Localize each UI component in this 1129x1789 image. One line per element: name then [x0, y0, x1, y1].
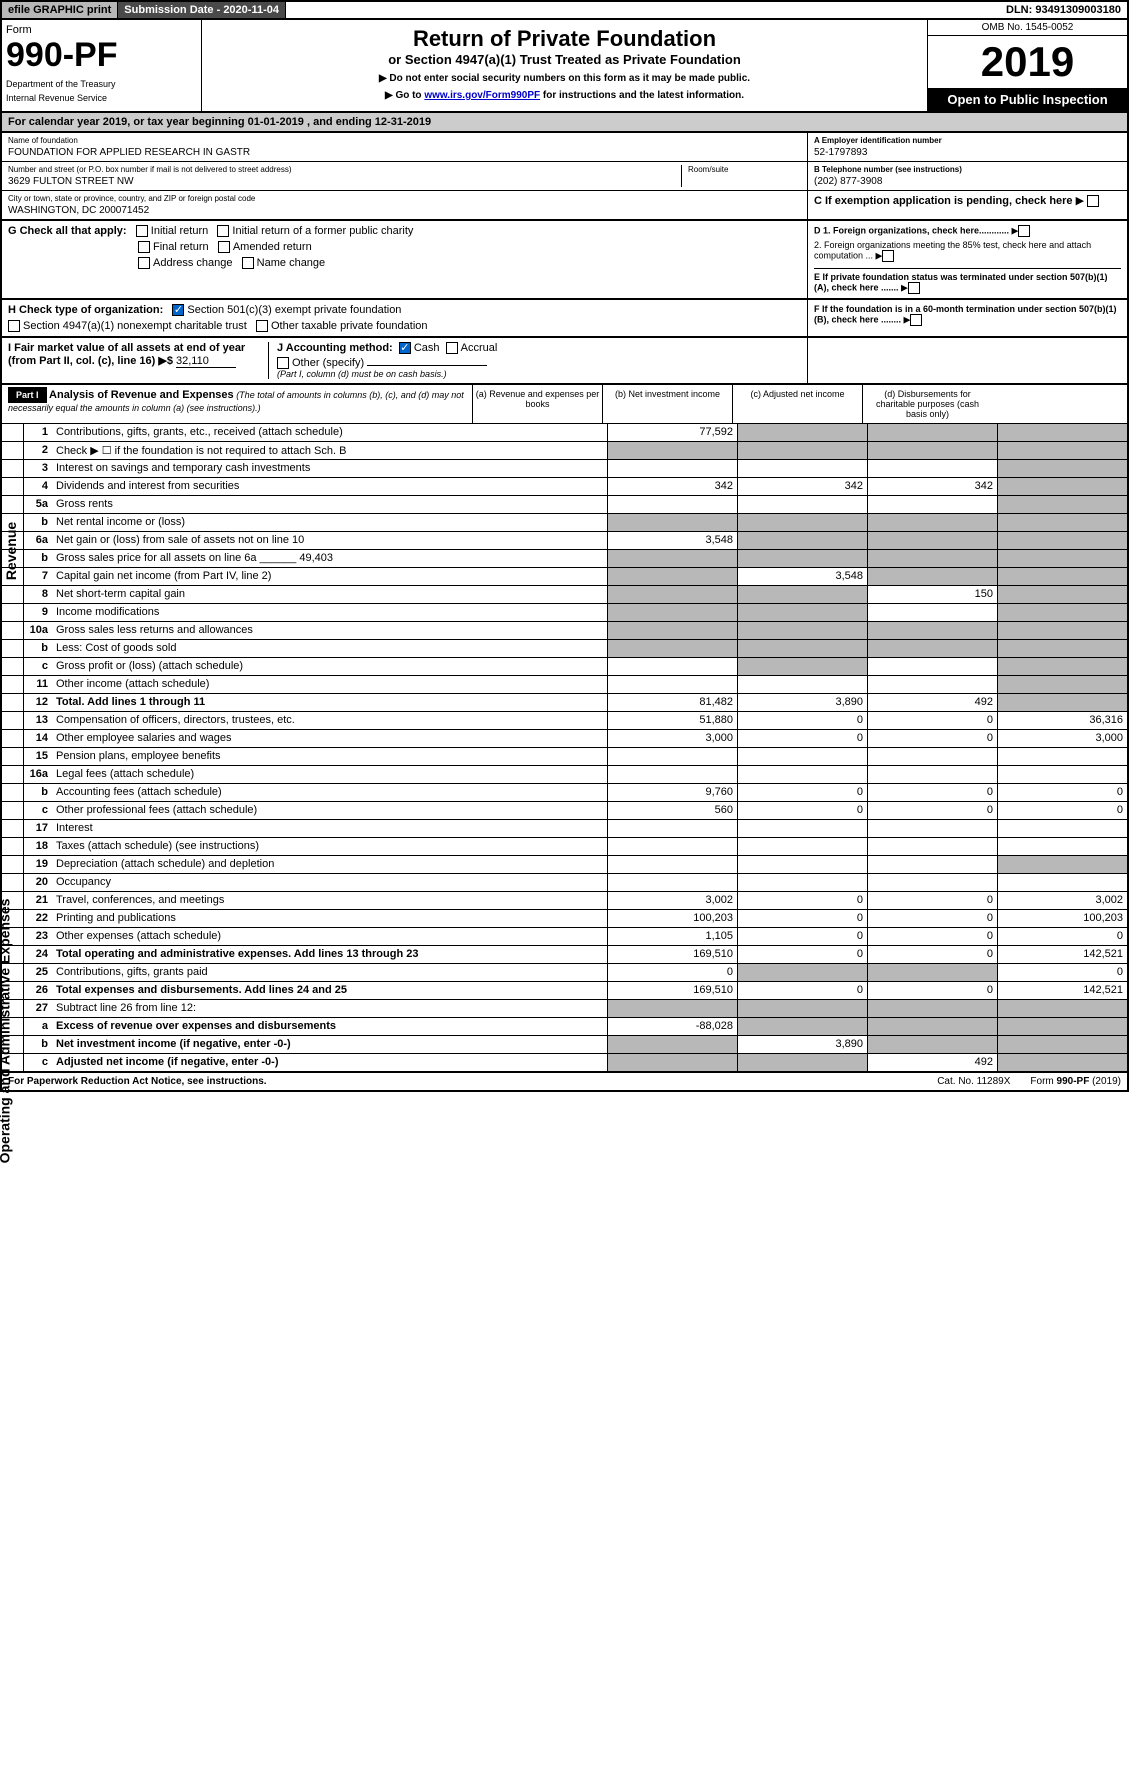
ein-cell: A Employer identification number 52-1797…	[808, 133, 1127, 162]
table-row: 11Other income (attach schedule)	[2, 675, 1127, 693]
side-revenue: Revenue	[3, 522, 19, 580]
table-row: 1Contributions, gifts, grants, etc., rec…	[2, 423, 1127, 441]
table-row: 2Check ▶ ☐ if the foundation is not requ…	[2, 441, 1127, 459]
table-row: 27Subtract line 26 from line 12:	[2, 999, 1127, 1017]
cb-e[interactable]	[908, 282, 920, 294]
open-public: Open to Public Inspection	[928, 88, 1127, 111]
table-row: bAccounting fees (attach schedule)9,7600…	[2, 783, 1127, 801]
form-label: Form	[6, 24, 197, 36]
table-row: 6aNet gain or (loss) from sale of assets…	[2, 531, 1127, 549]
calendar-year: For calendar year 2019, or tax year begi…	[0, 113, 1129, 133]
table-row: 4Dividends and interest from securities3…	[2, 477, 1127, 495]
omb: OMB No. 1545-0052	[928, 20, 1127, 36]
cb-other-acct[interactable]	[277, 357, 289, 369]
cb-final[interactable]	[138, 241, 150, 253]
table-row: bNet rental income or (loss)	[2, 513, 1127, 531]
tax-year: 2019	[928, 36, 1127, 88]
table-row: 7Capital gain net income (from Part IV, …	[2, 567, 1127, 585]
cb-namechg[interactable]	[242, 257, 254, 269]
table-row: 5aGross rents	[2, 495, 1127, 513]
cb-addrchg[interactable]	[138, 257, 150, 269]
part-i-badge: Part I	[8, 387, 47, 403]
arrow2: ▶ Go to www.irs.gov/Form990PF for instru…	[208, 90, 921, 101]
col-a: (a) Revenue and expenses per books	[472, 385, 602, 423]
table-row: 20Occupancy	[2, 873, 1127, 891]
col-d: (d) Disbursements for charitable purpose…	[862, 385, 992, 423]
irs: Internal Revenue Service	[6, 93, 197, 103]
table-row: bLess: Cost of goods sold	[2, 639, 1127, 657]
table-row: 3Interest on savings and temporary cash …	[2, 459, 1127, 477]
table-row: 10aGross sales less returns and allowanc…	[2, 621, 1127, 639]
arrow1: ▶ Do not enter social security numbers o…	[208, 73, 921, 84]
cat-no: Cat. No. 11289X	[917, 1076, 1030, 1087]
table-row: 26Total expenses and disbursements. Add …	[2, 981, 1127, 999]
table-row: 9Income modifications	[2, 603, 1127, 621]
table-row: 12Total. Add lines 1 through 1181,4823,8…	[2, 693, 1127, 711]
cb-4947[interactable]	[8, 320, 20, 332]
cb-other-tax[interactable]	[256, 320, 268, 332]
cb-f[interactable]	[910, 314, 922, 326]
tel-cell: B Telephone number (see instructions) (2…	[808, 162, 1127, 191]
h-section: H Check type of organization: ✓Section 5…	[0, 300, 1129, 338]
col-b: (b) Net investment income	[602, 385, 732, 423]
i-section: I Fair market value of all assets at end…	[0, 338, 1129, 385]
topbar: efile GRAPHIC print Submission Date - 20…	[0, 0, 1129, 20]
cb-initial[interactable]	[136, 225, 148, 237]
table-row: 19Depreciation (attach schedule) and dep…	[2, 855, 1127, 873]
fmv-value: 32,110	[176, 355, 236, 368]
paperwork-notice: For Paperwork Reduction Act Notice, see …	[8, 1076, 917, 1087]
table-row: 18Taxes (attach schedule) (see instructi…	[2, 837, 1127, 855]
cb-cash[interactable]: ✓	[399, 342, 411, 354]
city-cell: City or town, state or province, country…	[2, 191, 807, 219]
dln: DLN: 93491309003180	[1000, 2, 1127, 18]
table-row: cAdjusted net income (if negative, enter…	[2, 1053, 1127, 1071]
dept: Department of the Treasury	[6, 79, 197, 89]
name-cell: Name of foundation FOUNDATION FOR APPLIE…	[2, 133, 807, 162]
addr-cell: Number and street (or P.O. box number if…	[2, 162, 807, 191]
col-c: (c) Adjusted net income	[732, 385, 862, 423]
cb-d2[interactable]	[882, 250, 894, 262]
cb-initial2[interactable]	[217, 225, 229, 237]
footer: For Paperwork Reduction Act Notice, see …	[0, 1073, 1129, 1092]
header-center: Return of Private Foundation or Section …	[202, 20, 927, 111]
table-row: 14Other employee salaries and wages3,000…	[2, 729, 1127, 747]
g-section: G Check all that apply: Initial return I…	[0, 221, 1129, 300]
table-row: 13Compensation of officers, directors, t…	[2, 711, 1127, 729]
cb-accrual[interactable]	[446, 342, 458, 354]
table-row: bNet investment income (if negative, ent…	[2, 1035, 1127, 1053]
table-row: 25Contributions, gifts, grants paid00	[2, 963, 1127, 981]
analysis-header: Part I Analysis of Revenue and Expenses …	[2, 385, 1127, 423]
form-number: 990-PF	[6, 36, 197, 75]
header-right: OMB No. 1545-0052 2019 Open to Public In…	[927, 20, 1127, 111]
table-row: 16aLegal fees (attach schedule)	[2, 765, 1127, 783]
efile-label: efile GRAPHIC print	[2, 2, 118, 18]
table-row: 23Other expenses (attach schedule)1,1050…	[2, 927, 1127, 945]
table-row: 21Travel, conferences, and meetings3,002…	[2, 891, 1127, 909]
table-row: 17Interest	[2, 819, 1127, 837]
cb-amended[interactable]	[218, 241, 230, 253]
cb-501c3[interactable]: ✓	[172, 304, 184, 316]
analysis-table: Part I Analysis of Revenue and Expenses …	[0, 385, 1129, 1073]
table-row: 24Total operating and administrative exp…	[2, 945, 1127, 963]
subtitle: or Section 4947(a)(1) Trust Treated as P…	[208, 52, 921, 67]
table-row: 8Net short-term capital gain150	[2, 585, 1127, 603]
irs-link[interactable]: www.irs.gov/Form990PF	[424, 90, 540, 101]
table-row: aExcess of revenue over expenses and dis…	[2, 1017, 1127, 1035]
header: Form 990-PF Department of the Treasury I…	[0, 20, 1129, 113]
table-row: 22Printing and publications100,20300100,…	[2, 909, 1127, 927]
table-row: 15Pension plans, employee benefits	[2, 747, 1127, 765]
cb-d1[interactable]	[1018, 225, 1030, 237]
header-left: Form 990-PF Department of the Treasury I…	[2, 20, 202, 111]
table-row: bGross sales price for all assets on lin…	[2, 549, 1127, 567]
id-section: Name of foundation FOUNDATION FOR APPLIE…	[0, 133, 1129, 221]
side-expenses: Operating and Administrative Expenses	[0, 899, 12, 1164]
submission-date: Submission Date - 2020-11-04	[118, 2, 286, 18]
table-row: cOther professional fees (attach schedul…	[2, 801, 1127, 819]
title: Return of Private Foundation	[208, 26, 921, 52]
c-cell: C If exemption application is pending, c…	[808, 191, 1127, 210]
form-ref: Form 990-PF (2019)	[1030, 1076, 1121, 1087]
c-checkbox[interactable]	[1087, 195, 1099, 207]
table-row: cGross profit or (loss) (attach schedule…	[2, 657, 1127, 675]
